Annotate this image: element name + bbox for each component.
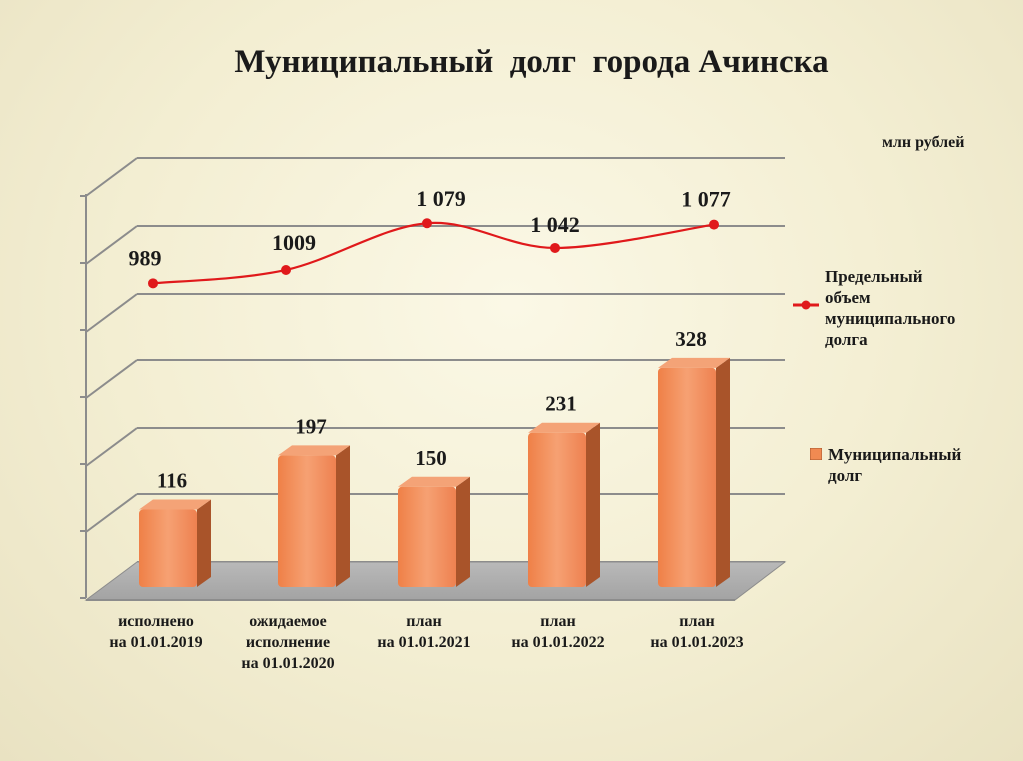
line-point [148,278,158,289]
x-axis-tick-label-line: исполнено [118,613,194,630]
bar-front [278,455,336,587]
bar-side [716,357,730,587]
bar [658,357,730,587]
bar-front [139,509,197,587]
x-axis-tick-label-line: исполнение [245,634,331,651]
bar-top [398,476,470,487]
bar-front [398,486,456,587]
line-value-label: 1 077 [681,187,731,212]
legend-label-limit: Предельный объем муниципального долга [825,267,956,349]
line-point [281,264,291,275]
line-point [709,219,719,230]
gridline-side [85,293,138,333]
data-labels: 116 197 150 231 328 989 1009 1 079 1 042 1 077 [129,186,731,492]
bar [398,476,470,587]
x-axis-tick-label-line: на 01.01.2020 [241,655,335,672]
bar-value-label: 231 [545,392,577,416]
bar-value-label: 197 [295,414,327,438]
x-axis-tick-label: план на 01.01.2022 [488,611,628,653]
gridline-side [85,225,138,265]
bar-series [139,357,730,587]
legend-bar-marker-icon [810,448,822,460]
x-axis-tick-label-line: план [679,613,715,630]
page-title: Муниципальный долг города Ачинска [234,44,829,80]
gridline-side [85,157,138,197]
x-axis-tick-label-line: план [406,613,442,630]
bar [528,422,600,587]
line-value-label: 1009 [272,230,316,255]
bar-top [528,422,600,433]
gridline-side [85,427,138,467]
bar-value-label: 150 [415,446,447,470]
x-axis-tick-label-line: на 01.01.2021 [377,634,471,651]
x-axis-tick-label-line: на 01.01.2023 [650,634,744,651]
x-axis-tick-label-line: на 01.01.2022 [511,634,605,651]
bar-side [456,476,470,587]
bar-side [197,499,211,587]
legend-item-debt: Муниципальный долг [810,444,1020,486]
line-value-label: 1 042 [530,212,580,237]
bar-top [658,357,730,368]
unit-label: млн рублей [882,134,965,151]
legend-line-marker-icon [793,300,819,310]
bar-front [528,432,586,587]
bar-value-label: 116 [157,469,187,493]
line-point [422,218,432,229]
x-axis-tick-label: план на 01.01.2023 [627,611,767,653]
x-axis-tick-label-line: план [540,613,576,630]
bar [278,445,350,587]
bar-top [139,499,211,510]
bar-side [336,445,350,587]
x-axis-tick-label-line: на 01.01.2019 [109,634,203,651]
x-axis-tick-label-line: ожидаемое [249,613,327,630]
bar-value-label: 328 [675,327,707,351]
gridline-side [85,493,138,533]
line-value-label: 989 [129,245,162,270]
legend-item-limit: Предельный объем муниципального долга [792,266,1012,350]
x-axis-tick-label: ожидаемое исполнение на 01.01.2020 [218,611,358,674]
series-line [152,221,715,285]
line-point [550,242,560,253]
bar-top [278,445,350,456]
bar [139,499,211,587]
x-axis-tick-label: план на 01.01.2021 [354,611,494,653]
bar-side [586,422,600,587]
line-series [148,218,719,289]
line-value-label: 1 079 [416,186,466,211]
gridline-side [85,359,138,399]
bar-front [658,367,716,587]
x-axis-tick-label: исполнено на 01.01.2019 [86,611,226,653]
legend-label-debt: Муниципальный долг [828,445,962,485]
